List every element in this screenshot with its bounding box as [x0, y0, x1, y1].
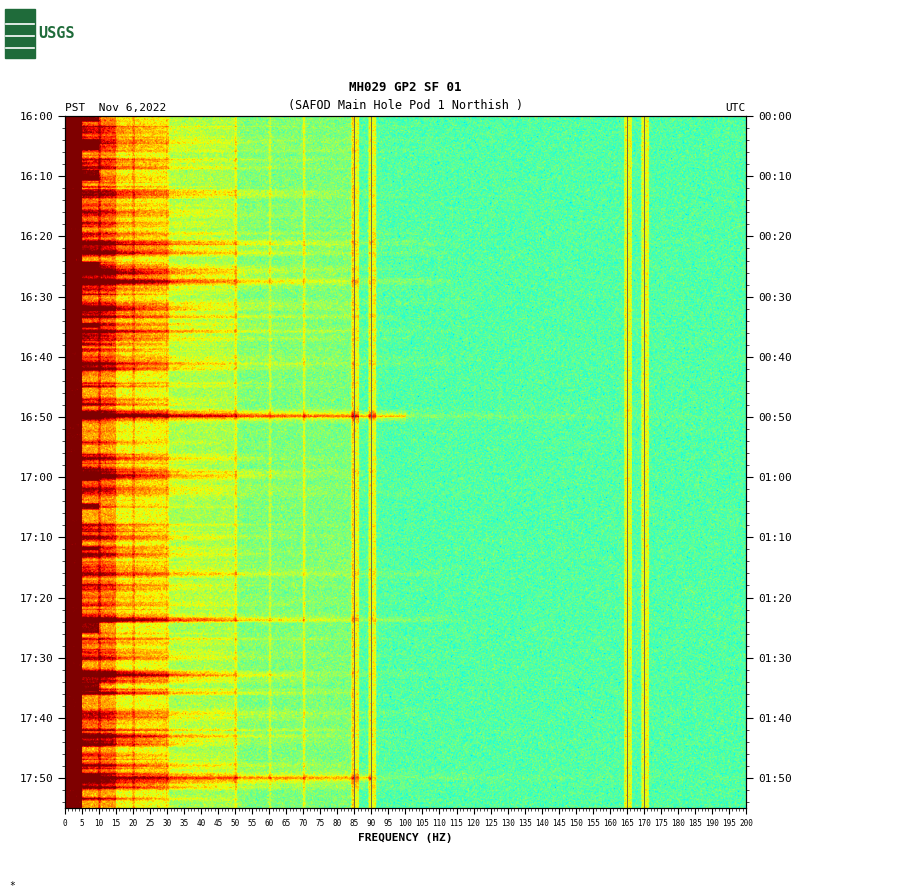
Text: (SAFOD Main Hole Pod 1 Northish ): (SAFOD Main Hole Pod 1 Northish ) [288, 98, 523, 112]
Text: UTC: UTC [726, 104, 746, 113]
Text: PST  Nov 6,2022: PST Nov 6,2022 [65, 104, 166, 113]
Text: MH029 GP2 SF 01: MH029 GP2 SF 01 [349, 80, 462, 94]
X-axis label: FREQUENCY (HZ): FREQUENCY (HZ) [358, 833, 453, 843]
Text: *: * [9, 880, 15, 890]
Text: USGS: USGS [39, 26, 75, 41]
Bar [5, 9, 35, 58]
